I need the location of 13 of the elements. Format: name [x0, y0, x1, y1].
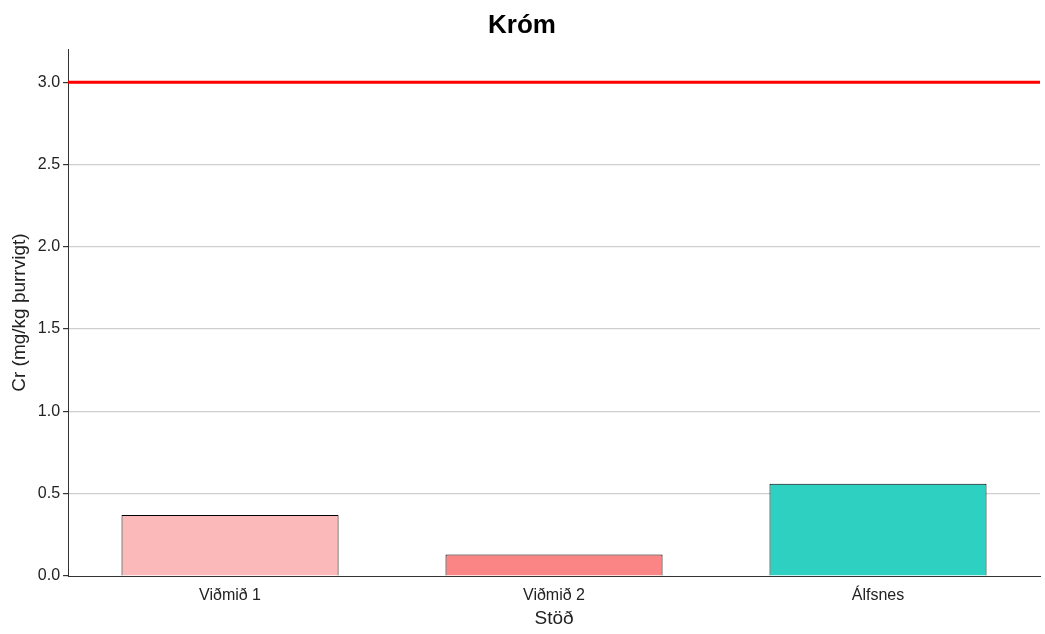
y-tick-label: 2.0: [37, 237, 61, 255]
y-tick-label: 3.0: [37, 72, 61, 90]
y-tick-label: 2.5: [37, 154, 61, 172]
x-tick-label: Viðmið 2: [523, 586, 586, 604]
y-tick-label: 0.5: [37, 484, 61, 502]
x-tick-label: Viðmið 1: [199, 586, 262, 604]
y-tick-label: 1.0: [37, 401, 61, 419]
y-tick-label: 1.5: [37, 319, 61, 337]
x-tick-label: Álfsnes: [851, 585, 905, 604]
x-axis-title: Stöð: [534, 606, 574, 628]
y-axis-title: Cr (mg/kg þurrvigt): [7, 233, 29, 392]
y-tick-label: 0.0: [37, 566, 61, 584]
chart-title: Króm: [488, 8, 556, 39]
